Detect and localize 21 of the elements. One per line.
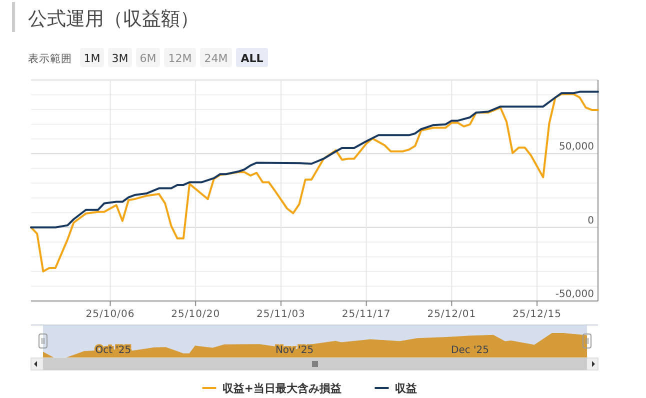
legend-label: 収益 (394, 382, 417, 395)
x-tick-label: 25/11/17 (342, 309, 391, 320)
text: ALL (240, 52, 264, 65)
chart-title: 公式運用（収益額） (28, 8, 199, 30)
x-tick-label: 25/12/15 (512, 309, 562, 320)
text: 3M (112, 52, 128, 65)
x-tick-label: 25/12/01 (427, 309, 476, 320)
x-tick-label: Dec '25 (451, 345, 490, 356)
text: 1M (84, 52, 100, 65)
text: 6M (140, 52, 156, 65)
x-tick-label: 25/10/06 (86, 309, 135, 320)
x-tick-label: 25/10/20 (171, 309, 220, 320)
y-tick-label: 50,000 (559, 142, 594, 153)
y-tick-label: 0 (588, 215, 594, 226)
y-tick-label: -50,000 (555, 289, 594, 300)
x-tick-label: Nov '25 (275, 345, 314, 356)
text: 表示範囲 (28, 52, 72, 65)
text: 24M (204, 52, 228, 65)
text: 12M (168, 52, 192, 65)
x-tick-label: 25/11/03 (256, 309, 306, 320)
legend-label: 収益+当日最大含み損益 (222, 382, 342, 395)
